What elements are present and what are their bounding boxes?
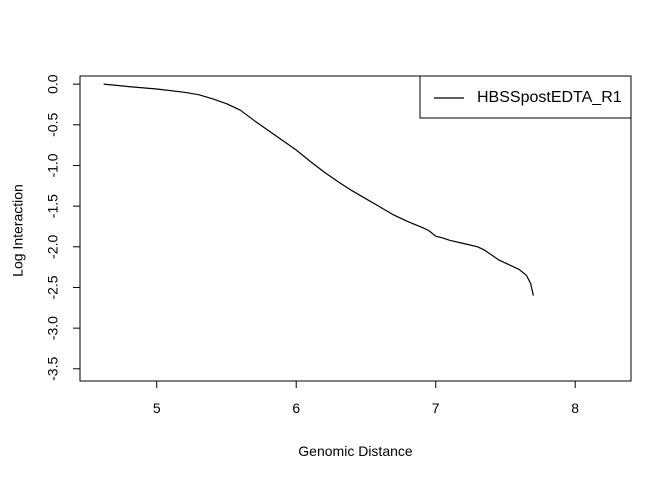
x-tick-label: 8: [571, 400, 579, 416]
x-tick-label: 6: [292, 400, 300, 416]
y-tick-label: -2.5: [45, 275, 61, 299]
x-axis-label: Genomic Distance: [298, 443, 413, 459]
legend-label: HBSSpostEDTA_R1: [477, 89, 622, 106]
y-tick-label: -0.5: [45, 113, 61, 137]
y-axis: 0.0 -0.5 -1.0 -1.5 -2.0 -2.5 -3.0 -3.5: [45, 74, 80, 381]
plot-area: [79, 75, 632, 382]
y-tick-label: -3.5: [45, 357, 61, 381]
x-axis: 5 6 7 8: [153, 381, 579, 416]
x-tick-label: 7: [432, 400, 440, 416]
plot-frame: [79, 75, 632, 382]
y-tick-label: 0.0: [45, 74, 61, 94]
series-line-0: [103, 83, 534, 296]
y-tick-label: -3.0: [45, 316, 61, 340]
y-tick-label: -2.0: [45, 235, 61, 259]
legend: HBSSpostEDTA_R1: [419, 75, 632, 119]
x-tick-label: 5: [153, 400, 161, 416]
y-tick-label: -1.0: [45, 153, 61, 177]
series-layer: [103, 83, 534, 296]
y-tick-label: -1.5: [45, 194, 61, 218]
legend-box: [419, 75, 632, 119]
y-axis-label: Log Interaction: [10, 184, 26, 277]
